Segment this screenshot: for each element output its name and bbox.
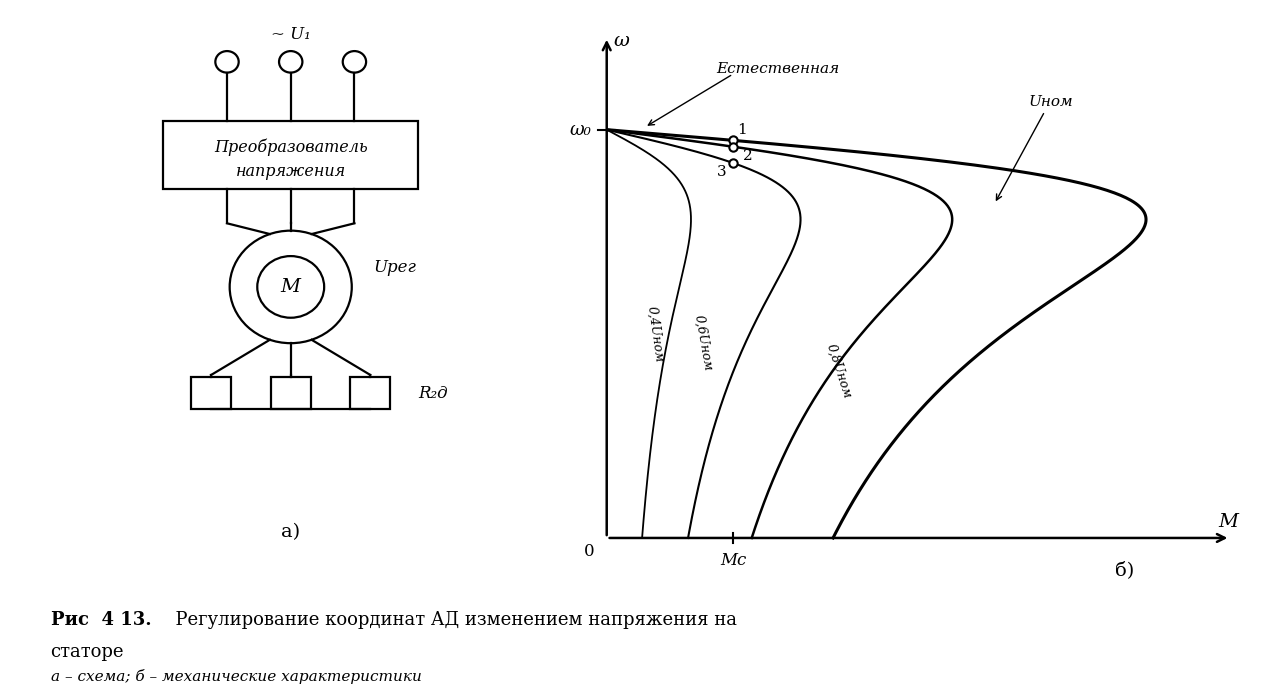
Text: а): а) [281,523,301,542]
Text: 3: 3 [717,166,727,179]
Text: 0: 0 [584,542,594,560]
Text: ω₀: ω₀ [570,121,592,139]
Text: 2: 2 [743,149,753,163]
Text: а – схема; б – механические характеристики: а – схема; б – механические характеристи… [51,669,421,684]
Text: ω: ω [613,32,629,50]
Bar [350,377,391,409]
Bar [191,377,231,409]
Text: Uном: Uном [1028,95,1073,109]
Text: М: М [281,278,301,296]
Text: R₂д: R₂д [418,385,447,402]
Text: напряжения: напряжения [235,164,346,181]
Text: б): б) [1115,561,1135,579]
Text: Естественная: Естественная [717,62,839,77]
Bar [163,121,418,189]
Text: статоре: статоре [51,643,124,661]
Text: Рис  4 13.: Рис 4 13. [51,611,152,629]
Text: 1: 1 [737,123,747,137]
Text: ~ U₁: ~ U₁ [270,26,311,43]
Bar [270,377,311,409]
Text: Mс: Mс [720,552,746,569]
Text: Uрег: Uрег [373,259,416,276]
Text: Регулирование координат АД изменением напряжения на: Регулирование координат АД изменением на… [164,611,737,629]
Text: 0,6Uном: 0,6Uном [693,314,715,372]
Text: M: M [1218,513,1239,531]
Text: 0,4Uном: 0,4Uном [645,305,666,363]
Text: 0,8Uном: 0,8Uном [824,342,853,400]
Text: Преобразователь: Преобразователь [214,139,368,156]
